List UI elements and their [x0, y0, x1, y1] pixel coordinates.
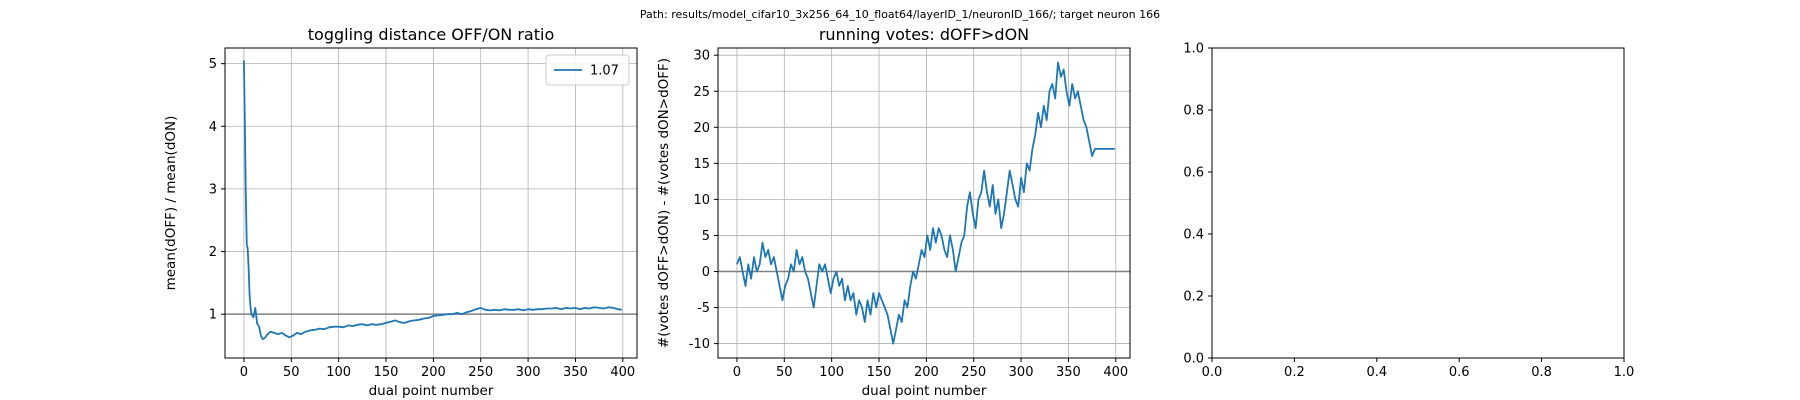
- figure-suptitle: Path: results/model_cifar10_3x256_64_10_…: [639, 8, 1161, 21]
- x-tick-label: 100: [819, 365, 844, 380]
- y-axis-label: mean(dOFF) / mean(dON): [163, 116, 179, 291]
- series-line: [243, 60, 622, 341]
- y-tick-label: 5: [702, 229, 710, 244]
- y-tick-label: 2: [209, 245, 217, 260]
- x-tick-label: 200: [914, 365, 939, 380]
- x-tick-label: 250: [468, 365, 493, 380]
- y-tick-label: -10: [689, 337, 710, 352]
- y-tick-label: 1.0: [1183, 42, 1204, 57]
- x-tick-label: 50: [283, 365, 300, 380]
- x-tick-label: 50: [776, 365, 793, 380]
- x-tick-label: 300: [516, 365, 541, 380]
- x-tick-label: 300: [1009, 365, 1034, 380]
- y-tick-label: 3: [209, 182, 217, 197]
- legend-label: 1.07: [590, 64, 619, 79]
- y-tick-label: 20: [693, 121, 710, 136]
- y-tick-label: 0.0: [1183, 352, 1204, 367]
- y-tick-label: -5: [697, 301, 710, 316]
- x-tick-label: 150: [867, 365, 892, 380]
- legend-box: [545, 54, 630, 86]
- y-tick-label: 0.8: [1183, 104, 1204, 119]
- x-tick-label: 1.0: [1614, 365, 1635, 380]
- x-tick-label: 250: [961, 365, 986, 380]
- y-tick-label: 4: [209, 120, 217, 135]
- x-axis-label: dual point number: [369, 383, 494, 399]
- y-tick-label: 0.6: [1183, 166, 1204, 181]
- x-tick-label: 0.6: [1449, 365, 1470, 380]
- series-line: [736, 61, 1115, 345]
- y-tick-label: 0: [702, 265, 710, 280]
- y-tick-label: 1: [209, 308, 217, 323]
- x-tick-label: 0: [240, 365, 248, 380]
- x-tick-label: 350: [563, 365, 588, 380]
- y-tick-label: 0.2: [1183, 290, 1204, 305]
- x-tick-label: 100: [326, 365, 351, 380]
- y-tick-label: 15: [693, 157, 710, 172]
- x-tick-label: 200: [421, 365, 446, 380]
- y-axis-label: #(votes dOFF>dON) - #(votes dON>dOFF): [656, 58, 672, 348]
- x-tick-label: 0.0: [1202, 365, 1223, 380]
- axes-frame: [717, 47, 1131, 359]
- y-tick-label: 30: [693, 49, 710, 64]
- x-tick-label: 0.8: [1531, 365, 1552, 380]
- y-tick-label: 10: [693, 193, 710, 208]
- x-tick-label: 0.4: [1366, 365, 1387, 380]
- x-tick-label: 400: [1103, 365, 1128, 380]
- chart-title: toggling distance OFF/ON ratio: [308, 25, 554, 44]
- x-tick-label: 350: [1056, 365, 1081, 380]
- x-tick-label: 0: [733, 365, 741, 380]
- y-tick-label: 25: [693, 85, 710, 100]
- x-tick-label: 150: [374, 365, 399, 380]
- x-axis-label: dual point number: [862, 383, 987, 399]
- axes-frame: [1211, 47, 1625, 359]
- x-tick-label: 400: [610, 365, 635, 380]
- chart-title: running votes: dOFF>dON: [819, 25, 1029, 44]
- x-tick-label: 0.2: [1284, 365, 1305, 380]
- axes-frame: [224, 47, 638, 359]
- y-tick-label: 5: [209, 57, 217, 72]
- y-tick-label: 0.4: [1183, 228, 1204, 243]
